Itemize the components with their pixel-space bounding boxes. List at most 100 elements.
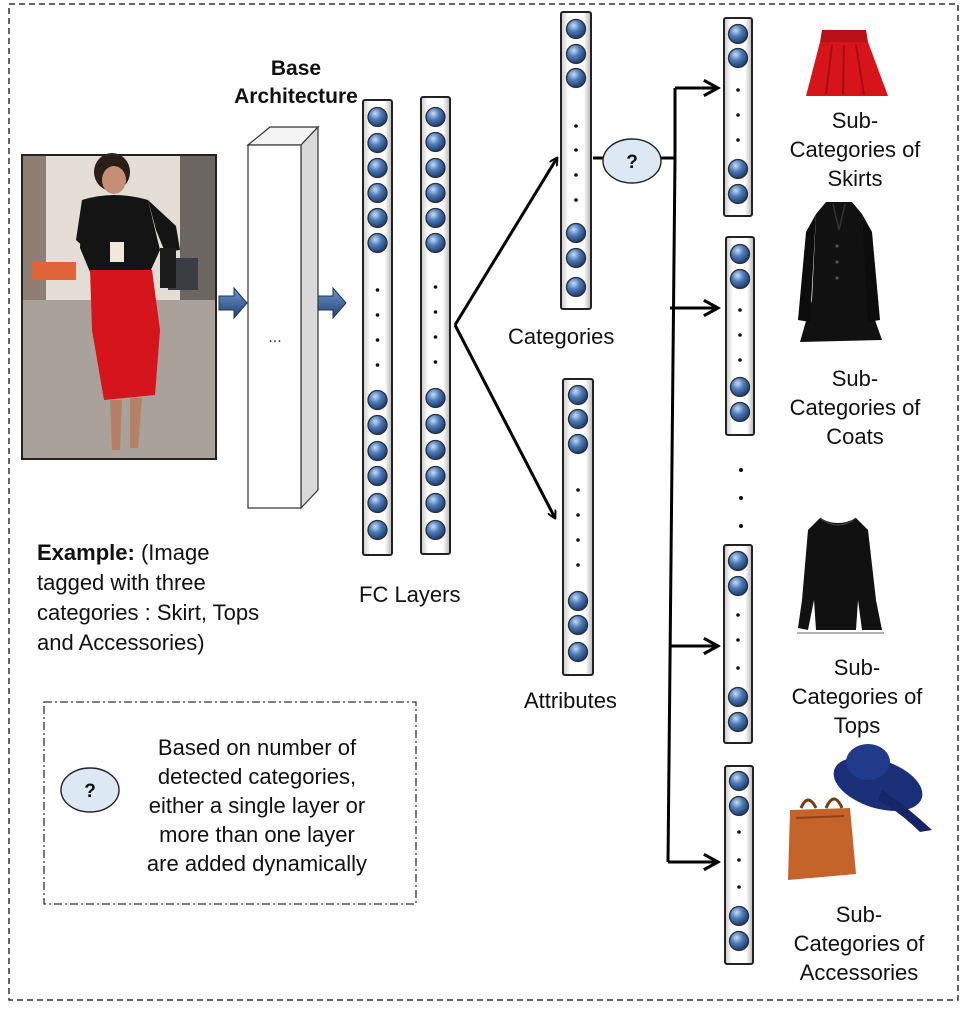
neuron-node (567, 384, 589, 406)
subcategory-label-coats: Sub- Categories of Coats (770, 364, 940, 451)
example-line2: tagged with three (37, 570, 206, 595)
more-subcategories-ellipsis (739, 468, 743, 528)
neuron-node (425, 157, 446, 179)
neuron-node (367, 207, 388, 229)
ellipsis-dot (433, 285, 438, 289)
neuron-node (727, 23, 749, 45)
ellipsis-dot (574, 173, 578, 177)
example-line1: (Image (140, 540, 210, 565)
subcategory-line: Sub- (831, 366, 879, 391)
ellipsis-dot (574, 124, 578, 128)
neuron-node (425, 465, 446, 487)
subcategory-label-tops: Sub- Categories of Tops (772, 653, 942, 740)
neuron-node (567, 433, 589, 455)
neuron-node (565, 18, 587, 40)
subcategory-line: Sub- (835, 902, 883, 927)
base-to-fc-arrow (317, 286, 347, 320)
neuron-node (728, 770, 750, 792)
ellipsis-dot (576, 513, 580, 517)
input-arrow (218, 286, 248, 320)
categories-label: Categories (508, 324, 615, 349)
neuron-node (567, 590, 589, 612)
ellipsis-dot (736, 638, 740, 642)
ellipsis-dot (736, 613, 740, 617)
neuron-node (425, 387, 446, 409)
legend-line: more than one layer (159, 822, 355, 847)
fc-to-attributes-arrow (453, 324, 555, 518)
legend-line: either a single layer or (148, 793, 366, 818)
neuron-node (727, 575, 749, 597)
neuron-node (367, 389, 388, 411)
legend-line: are added dynamically (146, 851, 368, 876)
legend-line: Based on number of (157, 735, 357, 760)
neuron-node (425, 439, 446, 461)
ellipsis-dot (736, 113, 740, 117)
ellipsis-dot (433, 310, 438, 314)
ellipsis-dot (375, 338, 380, 342)
coat-image (798, 202, 882, 342)
ellipsis-dot (433, 335, 438, 339)
neuron-node (728, 930, 750, 952)
base-architecture-title-line2: Architecture (234, 85, 358, 108)
neuron-node (425, 106, 446, 128)
subcategory-label-skirts: Sub- Categories of Skirts (770, 106, 940, 193)
top-image (797, 517, 884, 634)
legend-box: ? (43, 701, 417, 905)
ellipsis-dot (738, 308, 742, 312)
neuron-node (367, 182, 388, 204)
neuron-node (565, 222, 587, 244)
hat-image (833, 744, 932, 832)
neuron-node (565, 247, 587, 269)
legend-decision-symbol: ? (84, 781, 96, 802)
branch-trunk-line (666, 88, 677, 863)
decision-node (602, 138, 662, 184)
ellipsis-dot (738, 333, 742, 337)
subcategory-line: Categories of (793, 931, 925, 956)
base-architecture-title-line1: Base (270, 57, 322, 80)
neuron-node (367, 232, 388, 254)
base-architecture-ellipsis: ... (268, 329, 281, 346)
neuron-node (727, 47, 749, 69)
neuron-node (728, 795, 750, 817)
neuron-node (727, 158, 749, 180)
subcategory-line: Sub- (831, 108, 879, 133)
ellipsis-dot (574, 198, 578, 202)
example-line3: categories : Skirt, Tops (37, 600, 260, 625)
neuron-node (425, 232, 446, 254)
ellipsis-dot (736, 666, 740, 670)
subcategory-label-accessories: Sub- Categories of Accessories (774, 900, 944, 987)
neuron-node (567, 614, 589, 636)
neuron-columns (362, 11, 755, 965)
neuron-node (727, 550, 749, 572)
neuron-node (567, 641, 589, 663)
ellipsis-dot (576, 488, 580, 492)
neuron-node (729, 376, 751, 398)
subcategory-line: Tops (833, 713, 881, 738)
neuron-node (425, 182, 446, 204)
neuron-node (425, 207, 446, 229)
neuron-node (565, 43, 587, 65)
neuron-nodes (367, 18, 751, 952)
ellipsis-dot (375, 288, 380, 292)
neuron-node (425, 131, 446, 153)
neuron-node (567, 408, 589, 430)
example-bold-label: Example: (37, 540, 135, 565)
bag-image (788, 797, 856, 880)
example-caption: Example: (Image tagged with three catego… (37, 538, 307, 658)
neuron-node (367, 519, 388, 541)
fc-to-categories-arrow (453, 158, 557, 326)
subcategory-line: Coats (826, 424, 884, 449)
subcategory-line: Sub- (833, 655, 881, 680)
neuron-node (425, 519, 446, 541)
neuron-node (565, 276, 587, 298)
ellipsis-dot (736, 88, 740, 92)
neuron-node (367, 157, 388, 179)
subcategory-line: Accessories (799, 960, 919, 985)
neuron-node (367, 132, 388, 154)
subcategory-line: Skirts (827, 166, 883, 191)
ellipsis-dot (576, 538, 580, 542)
ellipsis-dot (375, 363, 380, 367)
neuron-node (425, 413, 446, 435)
legend-decision-node (60, 767, 120, 813)
